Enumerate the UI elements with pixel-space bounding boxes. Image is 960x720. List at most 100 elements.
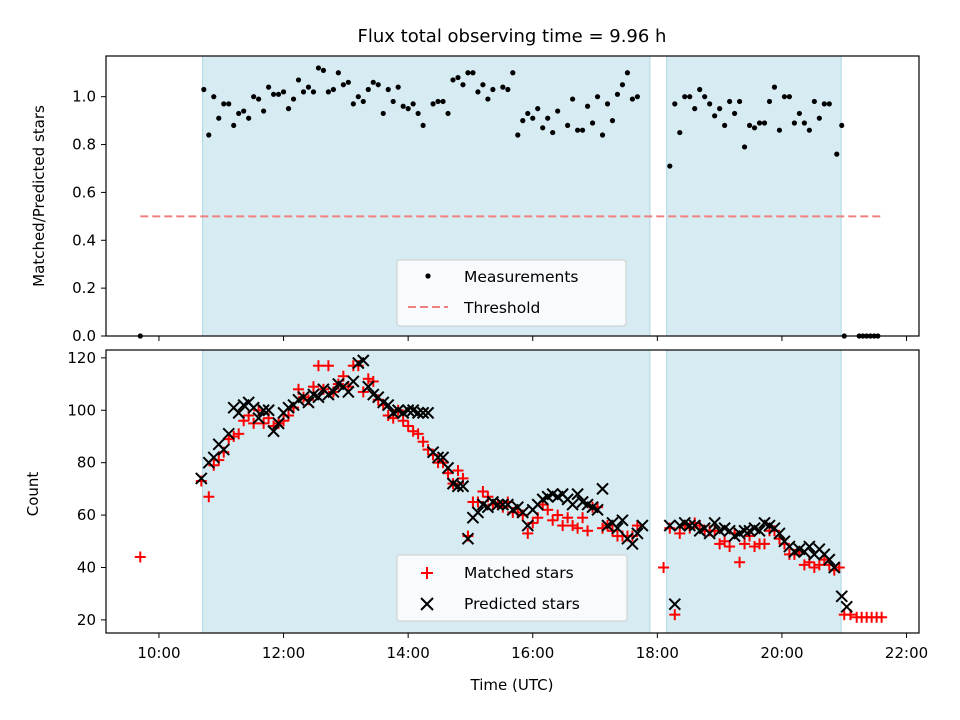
measurements-point: [420, 122, 426, 129]
measurements-point: [280, 89, 287, 95]
top-y-axis-label: Matched/Predicted stars: [30, 105, 48, 287]
bottom-ticks: 20 40 60 80 100 120 10:00 12:00 14:00 16:00 18:00 2…: [67, 349, 928, 662]
measurements-point: [570, 96, 576, 102]
measurements-point: [624, 70, 631, 76]
predicted-stars-point: [272, 417, 285, 430]
predicted-stars-point: [683, 519, 696, 532]
predicted-stars-point: [411, 406, 425, 420]
measurements-point: [236, 110, 242, 117]
legend-measurements-marker: [425, 273, 431, 279]
measurements-point: [465, 70, 471, 76]
predicted-stars-point: [591, 503, 604, 517]
measurements-point: [741, 144, 748, 150]
measurements-point: [736, 98, 743, 105]
top-legend: Measurements Threshold: [396, 259, 627, 327]
measurements-point: [579, 127, 586, 133]
measurements-point: [806, 127, 812, 133]
measurements-point: [619, 82, 626, 88]
measurements-point: [687, 94, 693, 100]
measurements-point: [285, 106, 292, 112]
measurements-point: [525, 110, 531, 117]
top-axes-frame: [105, 55, 920, 337]
measurements-point: [380, 110, 386, 117]
measurements-point: [776, 127, 783, 133]
matched-stars-point: [223, 433, 235, 445]
measurements-point: [756, 120, 763, 126]
matched-stars-point: [522, 527, 534, 539]
measurements-point: [445, 110, 451, 117]
x-tick-label: 10:00: [137, 644, 180, 662]
measurements-point: [251, 94, 257, 100]
predicted-stars-point: [491, 498, 505, 511]
predicted-stars-point: [840, 600, 853, 614]
measurements-point: [256, 96, 262, 102]
measurements-point: [455, 74, 461, 81]
predicted-stars-point: [461, 532, 475, 545]
matched-stars-point: [322, 360, 334, 372]
y-tick-label: 0.6: [72, 183, 96, 201]
matched-stars-point: [477, 486, 489, 497]
bottom-y-axis-label: Count: [24, 472, 42, 517]
predicted-stars-point: [421, 406, 435, 420]
measurements-point: [226, 101, 232, 107]
legend-predicted-marker: [420, 597, 434, 611]
measurements-point: [375, 82, 381, 88]
predicted-stars-point: [753, 524, 766, 538]
matched-stars-point: [577, 512, 589, 524]
measurements-point: [350, 101, 356, 107]
measurements-point: [515, 132, 521, 138]
measurements-point: [340, 82, 346, 88]
x-tick-label: 14:00: [387, 644, 430, 662]
measurements-point: [677, 129, 683, 136]
measurements-point: [816, 115, 822, 121]
measurements-point: [500, 84, 506, 90]
predicted-stars-point: [357, 354, 370, 367]
measurements-point: [614, 91, 621, 97]
predicted-stars-point: [416, 406, 430, 420]
top-plot-marks: [137, 65, 882, 339]
measurements-point: [555, 108, 561, 114]
measurements-point: [206, 132, 212, 138]
matched-stars-point: [562, 512, 574, 524]
bottom-axes-frame: [105, 349, 920, 634]
measurements-point: [231, 122, 237, 129]
axes-frame: [105, 55, 920, 337]
matched-stars-point: [417, 436, 429, 448]
measurements-point: [811, 98, 817, 105]
predicted-stars-point: [431, 451, 445, 464]
measurements-point: [475, 89, 481, 95]
measurements-point: [221, 101, 227, 107]
observing-window-2: [666, 55, 842, 337]
measurements-point: [480, 82, 486, 88]
predicted-stars-point: [257, 404, 270, 417]
x-tick-label: 20:00: [760, 644, 803, 662]
predicted-stars-point: [217, 443, 230, 456]
predicted-stars-point: [571, 487, 584, 501]
predicted-stars-point: [626, 537, 639, 551]
y-tick-label: 0.8: [72, 136, 96, 154]
predicted-stars-point: [631, 527, 644, 540]
matched-stars-point: [362, 373, 374, 385]
measurements-point: [672, 101, 678, 107]
matched-stars-point: [758, 538, 770, 550]
predicted-stars-point: [566, 498, 579, 511]
measurements-point: [335, 70, 341, 76]
measurements-point: [430, 101, 436, 107]
measurements-point: [766, 98, 773, 105]
predicted-stars-point: [521, 519, 534, 532]
measurements-point: [440, 98, 446, 105]
matched-stars-point: [412, 428, 424, 440]
predicted-stars-point: [441, 461, 455, 475]
measurements-point: [712, 113, 718, 119]
y-tick-label: 1.0: [72, 88, 96, 106]
measurements-point: [435, 98, 441, 105]
measurements-point: [682, 94, 688, 100]
measurements-point: [609, 118, 616, 124]
measurements-point: [275, 91, 282, 97]
matched-stars-point: [719, 535, 731, 547]
measurements-point: [634, 94, 641, 100]
predicted-stars-point: [362, 380, 375, 393]
measurements-point: [270, 91, 277, 97]
measurements-point: [575, 127, 581, 133]
